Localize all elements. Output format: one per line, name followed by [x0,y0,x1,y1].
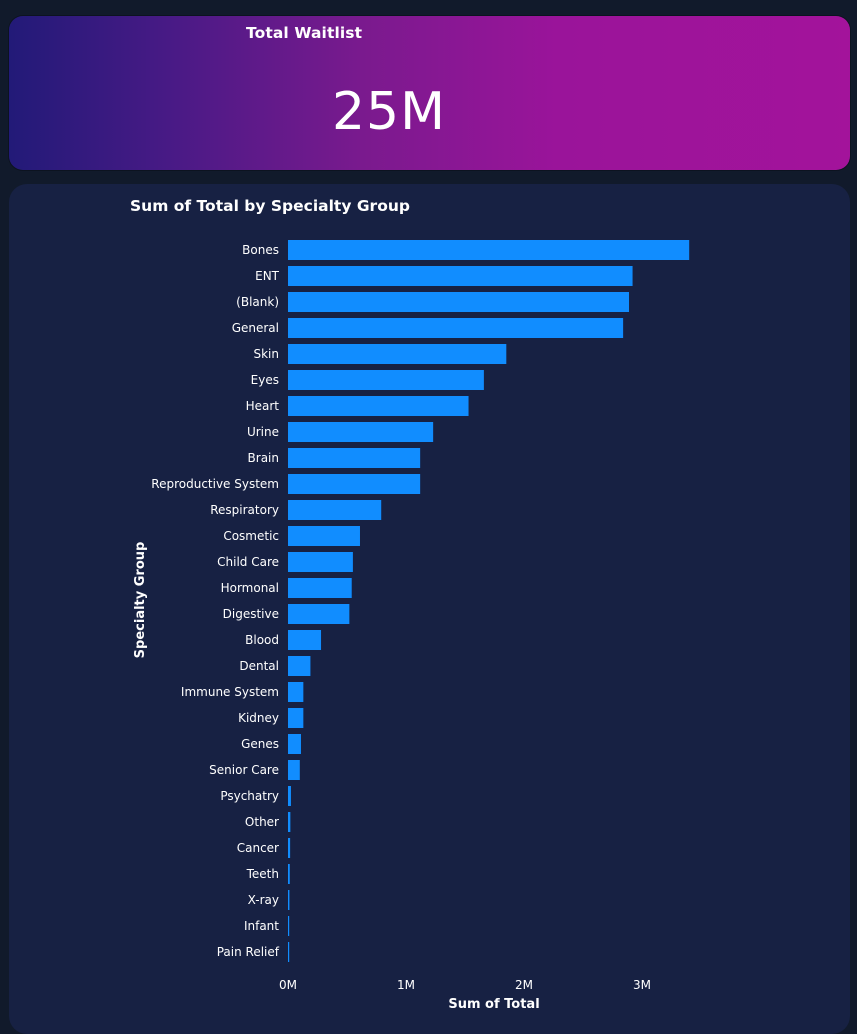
bar-blood[interactable] [288,630,322,650]
category-label: Bones [242,243,279,257]
category-label: X-ray [248,893,279,907]
category-label: Pain Relief [217,945,280,959]
category-label: Digestive [223,607,279,621]
bar-senior-care[interactable] [288,760,300,780]
category-label: Senior Care [209,763,279,777]
bar-pain-relief[interactable] [288,942,290,962]
x-tick-label: 0M [279,978,297,992]
category-label: Genes [241,737,279,751]
category-label: Other [245,815,279,829]
category-label: (Blank) [236,295,279,309]
bar-kidney[interactable] [288,708,304,728]
bar-bones[interactable] [288,240,690,260]
category-label: Heart [246,399,280,413]
bar-chart: Bones ENT (Blank) General Skin Eyes Heart Urine… [133,240,690,1012]
bar-respiratory[interactable] [288,500,382,520]
category-label: Child Care [217,555,279,569]
bar-hormonal[interactable] [288,578,352,598]
category-label: Cancer [237,841,279,855]
bar-teeth[interactable] [288,864,290,884]
category-label: ENT [255,269,280,283]
bar-other[interactable] [288,812,291,832]
category-label: Hormonal [221,581,279,595]
kpi-value: 25M [331,82,447,142]
category-label: Brain [248,451,279,465]
category-label: Immune System [181,685,279,699]
bar-brain[interactable] [288,448,421,468]
bar-child-care[interactable] [288,552,353,572]
x-tick-label: 1M [397,978,415,992]
bar-dental[interactable] [288,656,311,676]
bar-general[interactable] [288,318,624,338]
category-label: Blood [245,633,279,647]
category-label: General [232,321,279,335]
bar-x-ray[interactable] [288,890,290,910]
category-label: Kidney [238,711,279,725]
category-label: Psychatry [220,789,279,803]
bar-blank[interactable] [288,292,630,312]
y-axis-title: Specialty Group [133,542,148,659]
bar-skin[interactable] [288,344,507,364]
bar-urine[interactable] [288,422,434,442]
bar-psychatry[interactable] [288,786,291,806]
category-label: Cosmetic [223,529,279,543]
bar-heart[interactable] [288,396,469,416]
bar-genes[interactable] [288,734,301,754]
category-label: Eyes [251,373,279,387]
x-axis-title: Sum of Total [448,997,539,1012]
x-tick-label: 2M [515,978,533,992]
bar-cancer[interactable] [288,838,291,858]
chart-title: Sum of Total by Specialty Group [130,197,410,215]
bar-infant[interactable] [288,916,290,936]
category-label: Dental [239,659,279,673]
category-label: Infant [244,919,279,933]
total-waitlist-card: Total Waitlist 25M [9,16,850,170]
category-label: Reproductive System [151,477,279,491]
category-label: Respiratory [210,503,279,517]
category-label: Teeth [246,867,279,881]
category-label: Urine [247,425,279,439]
category-label: Skin [253,347,279,361]
x-tick-label: 3M [633,978,651,992]
bar-digestive[interactable] [288,604,350,624]
bar-ent[interactable] [288,266,633,286]
specialty-chart-card: Sum of Total by Specialty Group Bones ENT… [9,184,850,1034]
bar-immune-system[interactable] [288,682,304,702]
bar-eyes[interactable] [288,370,484,390]
bar-reproductive-system[interactable] [288,474,421,494]
bar-cosmetic[interactable] [288,526,360,546]
kpi-title: Total Waitlist [246,24,363,42]
